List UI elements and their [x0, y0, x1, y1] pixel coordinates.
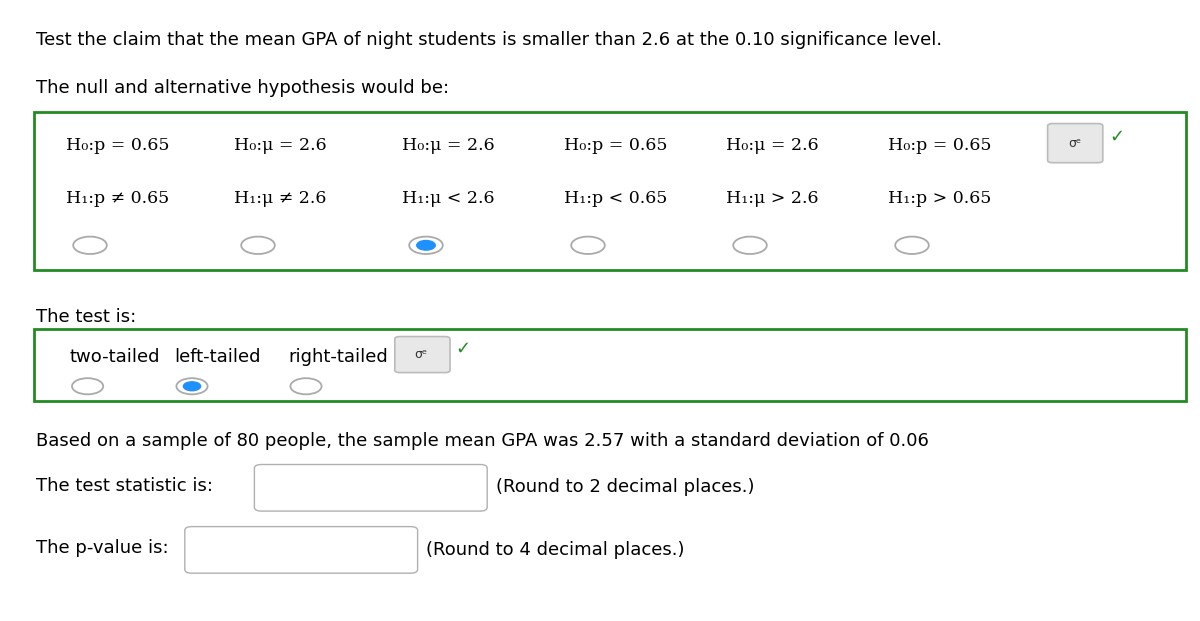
Text: (Round to 2 decimal places.): (Round to 2 decimal places.)	[496, 479, 754, 496]
FancyBboxPatch shape	[34, 112, 1186, 270]
Text: two-tailed: two-tailed	[70, 348, 160, 366]
FancyBboxPatch shape	[254, 465, 487, 511]
Text: H₁:p ≠ 0.65: H₁:p ≠ 0.65	[66, 190, 169, 207]
Text: right-tailed: right-tailed	[288, 348, 388, 366]
Circle shape	[416, 240, 436, 250]
Text: Based on a sample of 80 people, the sample mean GPA was 2.57 with a standard dev: Based on a sample of 80 people, the samp…	[36, 432, 929, 450]
Text: left-tailed: left-tailed	[174, 348, 260, 366]
Text: The p-value is:: The p-value is:	[36, 539, 169, 556]
Text: H₀:μ = 2.6: H₀:μ = 2.6	[234, 137, 326, 155]
Text: Test the claim that the mean GPA of night students is smaller than 2.6 at the 0.: Test the claim that the mean GPA of nigh…	[36, 32, 942, 49]
Text: H₁:μ ≠ 2.6: H₁:μ ≠ 2.6	[234, 190, 326, 207]
FancyBboxPatch shape	[395, 337, 450, 373]
Text: ✓: ✓	[455, 340, 470, 358]
Text: H₁:μ > 2.6: H₁:μ > 2.6	[726, 190, 818, 207]
Circle shape	[184, 382, 200, 391]
Text: H₀:p = 0.65: H₀:p = 0.65	[564, 137, 667, 155]
Text: H₁:p < 0.65: H₁:p < 0.65	[564, 190, 667, 207]
Text: The test statistic is:: The test statistic is:	[36, 477, 214, 494]
Text: H₁:p > 0.65: H₁:p > 0.65	[888, 190, 991, 207]
Text: H₀:p = 0.65: H₀:p = 0.65	[888, 137, 991, 155]
FancyBboxPatch shape	[185, 527, 418, 573]
Text: σᵉ: σᵉ	[414, 348, 427, 361]
Text: (Round to 4 decimal places.): (Round to 4 decimal places.)	[426, 541, 684, 558]
FancyBboxPatch shape	[1048, 124, 1103, 163]
Text: H₁:μ < 2.6: H₁:μ < 2.6	[402, 190, 494, 207]
Text: ✓: ✓	[1109, 128, 1124, 145]
Text: σᵉ: σᵉ	[1068, 137, 1081, 150]
Text: H₀:μ = 2.6: H₀:μ = 2.6	[402, 137, 494, 155]
Text: The test is:: The test is:	[36, 308, 137, 325]
FancyBboxPatch shape	[34, 329, 1186, 401]
Text: H₀:μ = 2.6: H₀:μ = 2.6	[726, 137, 818, 155]
Text: H₀:p = 0.65: H₀:p = 0.65	[66, 137, 169, 155]
Text: The null and alternative hypothesis would be:: The null and alternative hypothesis woul…	[36, 79, 449, 97]
